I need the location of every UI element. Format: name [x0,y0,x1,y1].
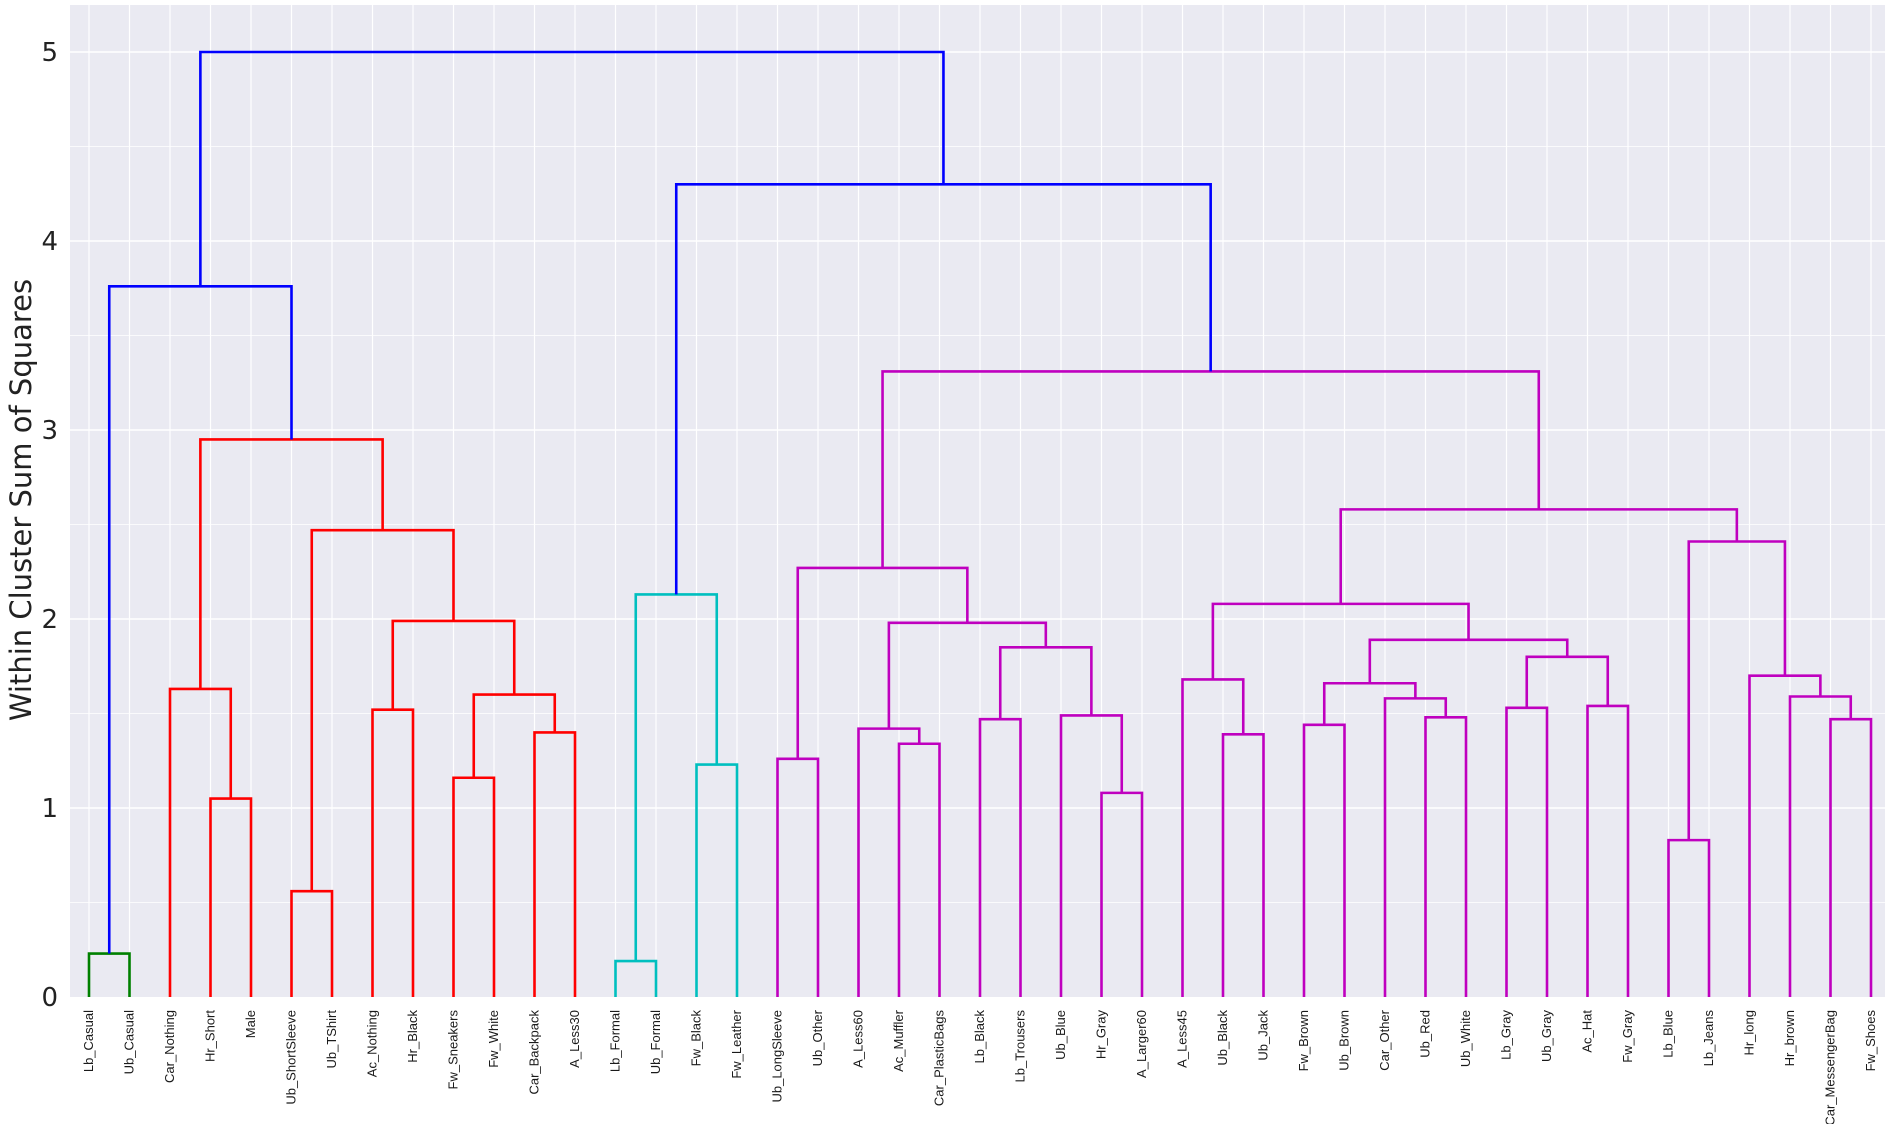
leaf-label: Ub_Jack [1256,1010,1271,1061]
dendrogram-link [199,50,945,287]
leaf-label: Hr_Short [203,1010,218,1062]
leaf-label: Fw_Sneakers [446,1010,461,1090]
plot-background [70,5,1885,997]
y-tick-label: 3 [41,416,58,446]
leaf-label: Ub_TShirt [324,1010,339,1069]
leaf-label: Hr_brown [1782,1010,1797,1066]
leaf-label: Ub_ShortSleeve [284,1010,299,1105]
leaf-label: Fw_White [486,1010,501,1068]
leaf-label: Car_Other [1377,1009,1392,1070]
leaf-label: Fw_Leather [729,1009,744,1078]
dendrogram-links [87,50,1873,997]
leaf-label: Ub_LongSleeve [770,1010,785,1103]
y-tick-label: 1 [41,794,58,824]
y-tick-label: 0 [41,983,58,1013]
leaf-label: Hr_Black [405,1010,420,1063]
leaf-label: Ub_Red [1418,1010,1433,1058]
leaf-label: Lb_Jeans [1701,1010,1716,1067]
leaf-label: Ac_Hat [1580,1010,1595,1053]
y-tick-label: 2 [41,605,58,635]
leaf-label: Ac_Muffler [891,1009,906,1072]
leaf-label: A_Less30 [567,1010,582,1068]
leaf-label: Lb_Trousers [1013,1010,1028,1083]
leaf-label: Fw_Shoes [1863,1010,1878,1072]
leaf-label: Lb_Gray [1499,1010,1514,1060]
leaf-label: Car_MessengerBag [1823,1010,1838,1124]
leaf-label: Fw_Black [689,1010,704,1067]
leaf-label: Lb_Black [972,1010,987,1064]
leaf-label: Fw_Gray [1620,1010,1635,1063]
leaf-label: Male [243,1010,258,1038]
leaf-label: Hr_Gray [1094,1010,1109,1060]
y-axis-ticks: 0 1 2 3 4 5 [41,38,58,1013]
y-tick-label: 5 [41,38,58,68]
leaf-label: A_Less60 [851,1010,866,1068]
leaf-label: Ub_Formal [648,1010,663,1074]
leaf-label: Lb_Casual [81,1010,96,1072]
leaf-label: Car_Backpack [527,1010,542,1095]
leaf-label: A_Larger60 [1134,1010,1149,1078]
y-tick-label: 4 [41,227,58,257]
leaf-label: Lb_Blue [1661,1010,1676,1058]
leaf-label: Ub_Blue [1053,1010,1068,1060]
leaf-label: Car_Nothing [162,1010,177,1083]
leaf-label: Ac_Nothing [365,1010,380,1077]
leaf-labels: Lb_Casual Ub_Casual Car_Nothing Hr_Short Mal… [81,1009,1878,1124]
leaf-label: Ub_Black [1215,1010,1230,1066]
leaf-label: A_Less45 [1175,1010,1190,1068]
leaf-label: Ub_Casual [122,1010,137,1074]
leaf-label: Fw_Brown [1296,1010,1311,1071]
leaf-label: Ub_Other [810,1009,825,1066]
leaf-label: Hr_long [1742,1010,1757,1056]
leaf-label: Ub_Brown [1337,1010,1352,1071]
leaf-label: Ub_Gray [1539,1010,1554,1063]
leaf-label: Car_PlasticBags [932,1010,947,1107]
y-axis-title: Within Cluster Sum of Squares [4,279,38,721]
leaf-label: Ub_White [1458,1010,1473,1067]
leaf-label: Lb_Formal [608,1010,623,1072]
